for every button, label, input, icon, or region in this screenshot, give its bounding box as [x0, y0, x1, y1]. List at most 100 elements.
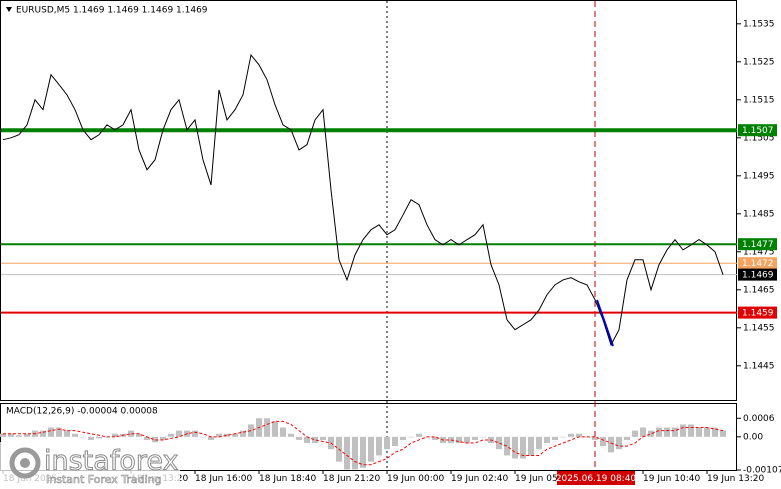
- macd-bar: [200, 436, 206, 438]
- macd-bar: [280, 427, 286, 437]
- macd-bar: [288, 433, 294, 437]
- macd-bar: [24, 433, 30, 437]
- macd-bar: [40, 430, 46, 437]
- macd-bar: [352, 436, 358, 470]
- macd-bar: [272, 421, 278, 437]
- y-tick-label: 1.1445: [743, 361, 775, 371]
- x-tick-label: 19 Jun 00:00: [387, 474, 444, 484]
- macd-bar: [680, 424, 686, 437]
- macd-bar: [312, 436, 318, 444]
- macd-bar: [96, 436, 102, 439]
- macd-bar: [552, 436, 558, 440]
- signal-line: [3, 420, 724, 466]
- macd-bar: [464, 436, 470, 444]
- macd-bar: [144, 436, 150, 440]
- level-label: 1.1477: [742, 240, 774, 250]
- level-label-box: [738, 124, 777, 137]
- level-label-box: [738, 306, 777, 319]
- macd-bar: [384, 436, 390, 450]
- macd-bar: [344, 436, 350, 470]
- macd-bar: [0, 433, 6, 437]
- logo-name: instaforex: [44, 446, 178, 477]
- macd-bar: [704, 427, 710, 437]
- y-tick-label: -0.00107: [743, 466, 781, 476]
- macd-bar: [416, 433, 422, 437]
- macd-bar: [568, 433, 574, 437]
- macd-bar: [208, 436, 214, 440]
- macd-bar: [480, 436, 486, 438]
- x-tick-label: 19 Jun 05:20: [515, 474, 572, 484]
- macd-bar: [560, 436, 566, 438]
- macd-bar: [720, 430, 726, 437]
- macd-bar: [536, 436, 542, 450]
- macd-bar: [264, 418, 270, 437]
- y-tick-label: 1.1485: [743, 209, 775, 219]
- macd-bar: [16, 435, 22, 437]
- macd-bar: [688, 424, 694, 437]
- macd-bar: [80, 436, 86, 438]
- y-tick-label: 1.1475: [743, 247, 775, 257]
- macd-bar: [520, 436, 526, 459]
- macd-bar: [128, 430, 134, 437]
- macd-bar: [160, 436, 166, 440]
- macd-bar: [512, 436, 518, 459]
- main-pane: [0, 0, 737, 401]
- macd-bar: [8, 433, 14, 437]
- macd-bar: [152, 436, 158, 444]
- macd-bar: [72, 433, 78, 437]
- macd-bar: [296, 436, 302, 440]
- macd-bar: [400, 436, 406, 440]
- y-tick-label: 1.1515: [743, 95, 775, 105]
- macd-bar: [304, 436, 310, 444]
- y-tick-label: 0.0006: [743, 414, 775, 424]
- macd-bar: [176, 430, 182, 437]
- level-label: 1.1507: [742, 126, 774, 136]
- x-tick-label: 18 Jun 18:40: [259, 474, 316, 484]
- y-tick-label: 1.1525: [743, 57, 775, 67]
- macd-bar: [696, 427, 702, 437]
- macd-bar: [64, 430, 70, 437]
- macd-bar: [168, 433, 174, 437]
- macd-bar: [112, 433, 118, 437]
- macd-bar: [320, 436, 326, 440]
- logo-icon-core: [20, 458, 30, 468]
- macd-bar: [640, 427, 646, 437]
- macd-bar: [632, 430, 638, 437]
- macd-bar: [456, 436, 462, 444]
- y-tick-label: 1.1495: [743, 171, 775, 181]
- level-label: 1.1472: [742, 259, 774, 269]
- x-tick-label: 19 Jun 10:40: [643, 474, 700, 484]
- x-tick-label: 19 Jun 13:20: [707, 474, 764, 484]
- macd-bar: [368, 436, 374, 462]
- crosshair-label: 2025.06.19 08:40: [556, 474, 637, 484]
- y-tick-label: 1.1465: [743, 285, 775, 295]
- macd-bar: [608, 436, 614, 453]
- macd-bar: [528, 436, 534, 456]
- macd-bar: [192, 430, 198, 437]
- y-tick-label: 1.1455: [743, 323, 775, 333]
- x-tick-label: 19 Jun 02:40: [451, 474, 508, 484]
- macd-bar: [88, 436, 94, 440]
- y-tick-label: 1.1535: [743, 19, 775, 29]
- logo-tagline: Instant Forex Trading: [46, 473, 162, 486]
- macd-bar: [56, 427, 62, 437]
- y-tick-label: 0.00: [743, 432, 763, 442]
- macd-bar: [360, 436, 366, 468]
- macd-bar: [232, 433, 238, 437]
- logo: instaforex Instant Forex Trading: [0, 442, 180, 489]
- x-tick-label: 18 Jun 16:00: [195, 474, 252, 484]
- macd-bar: [712, 427, 718, 437]
- level-label-box: [738, 257, 777, 270]
- level-label-box: [738, 268, 777, 281]
- title-arrow: [6, 7, 12, 12]
- macd-bar: [136, 433, 142, 437]
- level-label-box: [738, 238, 777, 251]
- macd-bar: [504, 436, 510, 456]
- macd-bar: [592, 436, 598, 440]
- macd-bar: [664, 427, 670, 437]
- logo-icon: [9, 447, 41, 479]
- chart-title: EURUSD,M5 1.1469 1.1469 1.1469 1.1469: [16, 6, 208, 16]
- macd-title: MACD(12,26,9) -0.00004 0.00008: [6, 407, 158, 417]
